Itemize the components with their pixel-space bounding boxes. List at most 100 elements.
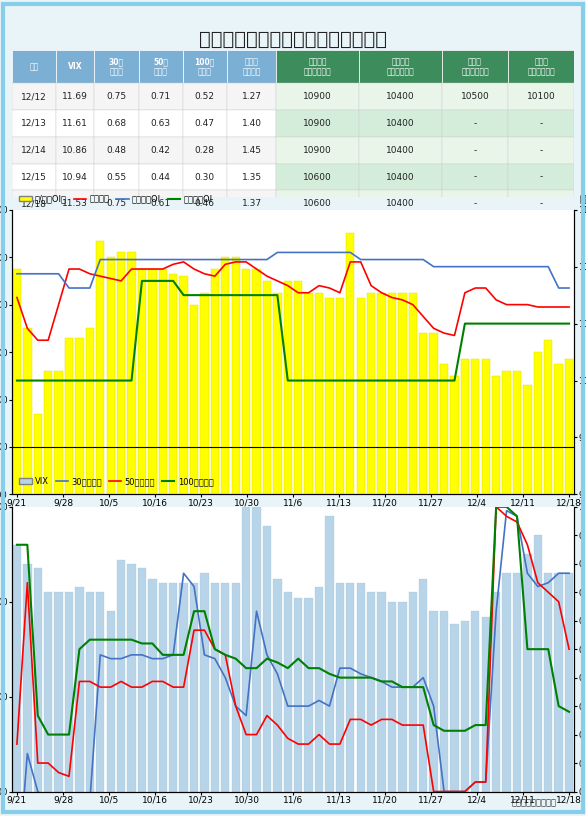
FancyBboxPatch shape — [442, 137, 508, 164]
FancyBboxPatch shape — [94, 110, 138, 137]
Bar — [33, 568, 42, 792]
Bar — [253, 269, 261, 685]
Bar — [388, 601, 396, 792]
Text: 11.61: 11.61 — [62, 119, 88, 128]
Text: 10500: 10500 — [461, 92, 489, 101]
Text: 0.28: 0.28 — [195, 146, 214, 155]
Text: 30日
百分位: 30日 百分位 — [109, 57, 124, 77]
FancyBboxPatch shape — [508, 51, 574, 83]
Text: 1.35: 1.35 — [241, 172, 262, 181]
Bar — [44, 371, 52, 685]
FancyBboxPatch shape — [227, 83, 277, 110]
Bar — [211, 583, 219, 792]
Text: 10400: 10400 — [386, 199, 415, 208]
Text: 0.68: 0.68 — [107, 119, 127, 128]
Bar — [336, 298, 344, 685]
Text: 10900: 10900 — [304, 119, 332, 128]
FancyBboxPatch shape — [277, 51, 359, 83]
Bar — [430, 611, 438, 792]
FancyBboxPatch shape — [227, 110, 277, 137]
FancyBboxPatch shape — [12, 110, 56, 137]
Bar — [221, 257, 230, 685]
FancyBboxPatch shape — [508, 137, 574, 164]
FancyBboxPatch shape — [359, 190, 442, 217]
Bar — [54, 592, 63, 792]
Bar — [367, 592, 375, 792]
FancyBboxPatch shape — [227, 137, 277, 164]
Bar — [44, 592, 52, 792]
Bar — [96, 241, 104, 685]
Bar — [440, 364, 448, 685]
Text: 0.44: 0.44 — [151, 172, 171, 181]
Text: 買權最大
未平倉履約價: 買權最大 未平倉履約價 — [304, 57, 332, 77]
FancyBboxPatch shape — [277, 110, 359, 137]
FancyBboxPatch shape — [94, 83, 138, 110]
Bar — [127, 564, 136, 792]
FancyBboxPatch shape — [359, 110, 442, 137]
FancyBboxPatch shape — [138, 190, 183, 217]
Bar — [440, 611, 448, 792]
Bar — [461, 621, 469, 792]
Bar — [263, 281, 271, 685]
Text: 10400: 10400 — [386, 146, 415, 155]
FancyBboxPatch shape — [442, 51, 508, 83]
Text: 0.75: 0.75 — [107, 92, 127, 101]
Text: 加權指數: 加權指數 — [580, 195, 586, 204]
FancyBboxPatch shape — [94, 137, 138, 164]
Bar — [200, 573, 209, 792]
Bar — [346, 233, 355, 685]
FancyBboxPatch shape — [508, 190, 574, 217]
Bar — [23, 328, 32, 685]
Bar — [513, 573, 521, 792]
Bar — [138, 568, 146, 792]
FancyBboxPatch shape — [183, 137, 227, 164]
FancyBboxPatch shape — [183, 164, 227, 190]
Bar — [419, 333, 427, 685]
FancyBboxPatch shape — [508, 164, 574, 190]
Text: 選買權
最大履約價值: 選買權 最大履約價值 — [461, 57, 489, 77]
Text: 10.94: 10.94 — [62, 172, 88, 181]
Bar — [138, 269, 146, 685]
Bar — [86, 592, 94, 792]
Text: -: - — [473, 199, 476, 208]
Bar — [96, 592, 104, 792]
FancyBboxPatch shape — [56, 164, 94, 190]
Text: 10600: 10600 — [304, 199, 332, 208]
Bar — [107, 257, 115, 685]
Text: -: - — [540, 199, 543, 208]
Legend: 賣/買權OI比, 加權指數, 買權最大OI, 賣權最大OI: 賣/買權OI比, 加權指數, 買權最大OI, 賣權最大OI — [16, 191, 216, 206]
Bar — [169, 274, 178, 685]
Text: 0.46: 0.46 — [195, 199, 214, 208]
Bar — [398, 601, 407, 792]
Text: 0.63: 0.63 — [151, 119, 171, 128]
Bar — [377, 293, 386, 685]
FancyBboxPatch shape — [508, 110, 574, 137]
FancyBboxPatch shape — [94, 190, 138, 217]
Bar — [273, 293, 281, 685]
Bar — [294, 281, 302, 685]
Bar — [471, 359, 479, 685]
Text: 1.27: 1.27 — [241, 92, 261, 101]
Bar — [325, 298, 333, 685]
FancyBboxPatch shape — [56, 190, 94, 217]
Text: 50日
百分位: 50日 百分位 — [153, 57, 168, 77]
FancyBboxPatch shape — [12, 190, 56, 217]
FancyBboxPatch shape — [56, 83, 94, 110]
Bar — [117, 252, 125, 685]
FancyBboxPatch shape — [442, 83, 508, 110]
Bar — [502, 573, 511, 792]
Bar — [75, 587, 84, 792]
Text: -: - — [473, 172, 476, 181]
Bar — [336, 583, 344, 792]
Bar — [127, 252, 136, 685]
Text: 0.30: 0.30 — [195, 172, 215, 181]
Text: 日期: 日期 — [29, 62, 39, 71]
Text: 賣權最大
未平倉履約價: 賣權最大 未平倉履約價 — [387, 57, 414, 77]
FancyBboxPatch shape — [359, 51, 442, 83]
FancyBboxPatch shape — [12, 83, 56, 110]
Bar — [159, 269, 167, 685]
Bar — [523, 385, 532, 685]
Text: 10400: 10400 — [386, 172, 415, 181]
Text: -: - — [540, 172, 543, 181]
FancyBboxPatch shape — [227, 51, 277, 83]
